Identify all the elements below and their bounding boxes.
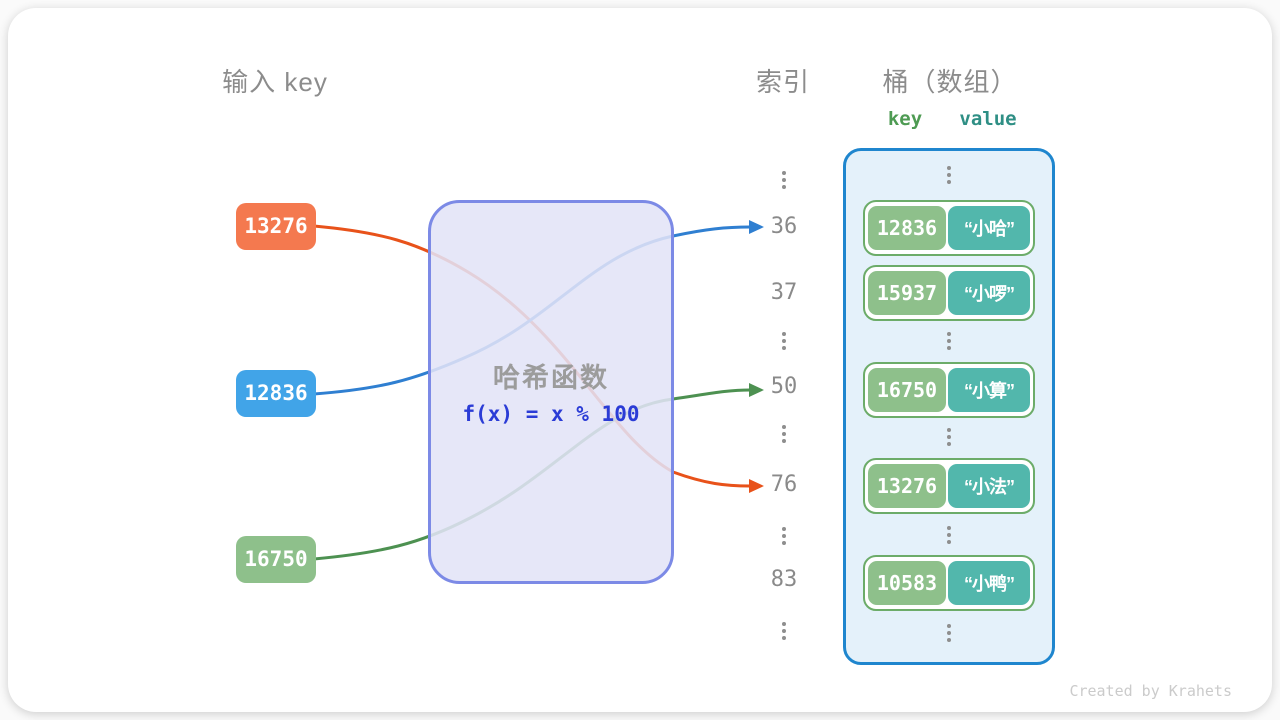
pair-value: “小鸭” xyxy=(948,561,1030,605)
ellipsis-dots-icon xyxy=(945,428,953,446)
index-value-36: 36 xyxy=(770,214,798,239)
curves-layer xyxy=(313,200,764,584)
bucket-pair-15937: 15937 “小啰” xyxy=(863,265,1035,321)
credit-text: Created by Krahets xyxy=(1069,682,1232,700)
arrowhead-icon xyxy=(749,383,764,397)
diagram-card: 输入 key 索引 桶（数组） key value 哈希函数 f(x) = x … xyxy=(8,8,1272,712)
ellipsis-dots-icon xyxy=(945,166,953,184)
bucket-pair-16750: 16750 “小算” xyxy=(863,362,1035,418)
ellipsis-dots-icon xyxy=(780,527,788,545)
pair-key: 13276 xyxy=(868,464,946,508)
pair-value: “小算” xyxy=(948,368,1030,412)
ellipsis-dots-icon xyxy=(780,622,788,640)
bucket-title: 桶（数组） xyxy=(882,67,1018,97)
input-key-13276: 13276 xyxy=(236,202,316,250)
hash-function-box xyxy=(428,200,674,584)
arrowhead-icon xyxy=(749,479,764,493)
value-column-header: value xyxy=(959,108,1017,130)
pair-value: “小啰” xyxy=(948,271,1030,315)
key-column-header: key xyxy=(887,108,923,130)
index-value-76: 76 xyxy=(770,472,798,497)
index-value-50: 50 xyxy=(770,374,798,399)
input-key-16750: 16750 xyxy=(236,535,316,583)
pair-key: 15937 xyxy=(868,271,946,315)
pair-value: “小法” xyxy=(948,464,1030,508)
index-title: 索引 xyxy=(755,67,810,97)
ellipsis-dots-icon xyxy=(780,332,788,350)
bucket-pair-13276: 13276 “小法” xyxy=(863,458,1035,514)
bucket-pair-12836: 12836 “小哈” xyxy=(863,200,1035,256)
pair-key: 16750 xyxy=(868,368,946,412)
input-key-12836: 12836 xyxy=(236,369,316,417)
ellipsis-dots-icon xyxy=(780,171,788,189)
pair-key: 12836 xyxy=(868,206,946,250)
ellipsis-dots-icon xyxy=(780,425,788,443)
input-key-title: 输入 key xyxy=(222,67,328,97)
ellipsis-dots-icon xyxy=(945,624,953,642)
pair-key: 10583 xyxy=(868,561,946,605)
index-value-37: 37 xyxy=(770,280,798,305)
ellipsis-dots-icon xyxy=(945,332,953,350)
hash-function-name: 哈希函数 xyxy=(493,363,609,393)
ellipsis-dots-icon xyxy=(945,526,953,544)
hash-function-formula: f(x) = x % 100 xyxy=(462,402,640,426)
arrowhead-icon xyxy=(749,220,764,234)
pair-value: “小哈” xyxy=(948,206,1030,250)
index-value-83: 83 xyxy=(770,567,798,592)
bucket-pair-10583: 10583 “小鸭” xyxy=(863,555,1035,611)
